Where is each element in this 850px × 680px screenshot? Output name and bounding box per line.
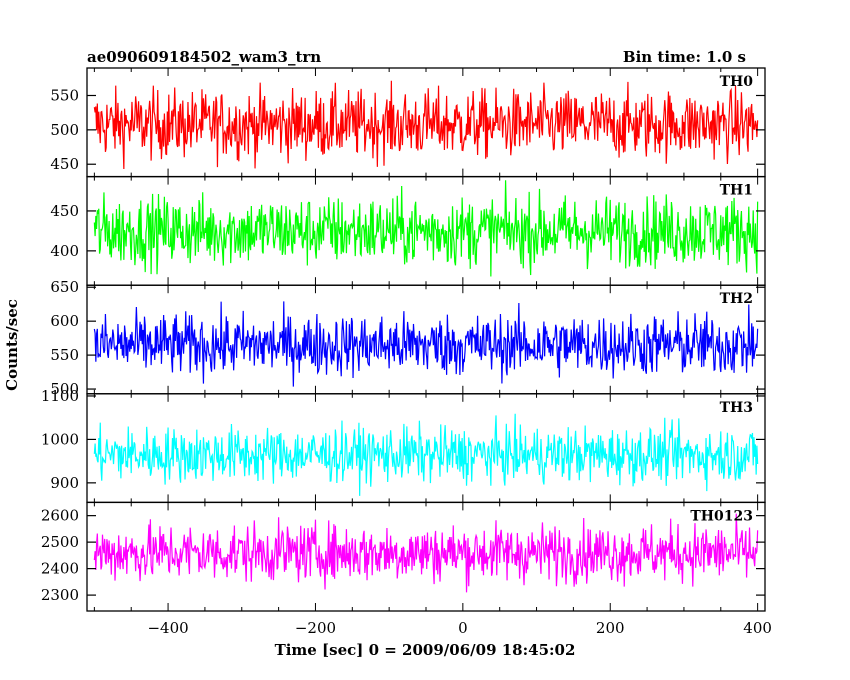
figure-title: ae090609184502_wam3_trn (87, 48, 321, 66)
series-line-th0 (93, 80, 759, 169)
panel-name-th3: TH3 (720, 400, 753, 416)
panel-name-th2: TH2 (720, 291, 753, 307)
y-tick-label: 550 (50, 346, 79, 364)
x-axis: −400 −200 0 200 400 (147, 619, 771, 637)
y-tick-label: 600 (50, 312, 79, 330)
y-tick-label: 500 (50, 380, 79, 398)
y-tick-label: 550 (50, 86, 79, 104)
y-tick-label: 2500 (41, 533, 79, 551)
y-tick-label: 1000 (41, 430, 79, 448)
panel-stack: 450 500 550 TH0 400 450 TH1 500 550 600 650 TH2 900 1… (41, 67, 766, 612)
y-tick-label: 450 (50, 202, 79, 220)
series-line-th2 (93, 301, 759, 387)
x-tick-label: 400 (743, 619, 772, 637)
y-tick-label: 1100 (41, 387, 79, 405)
panel-th0123: 2300 2400 2500 2600 TH0123 (41, 501, 766, 612)
y-tick-label: 2400 (41, 560, 79, 578)
y-tick-label: 900 (50, 474, 79, 492)
series-line-th1 (93, 180, 759, 277)
x-tick-label: 0 (458, 619, 468, 637)
x-tick-label: 200 (596, 619, 625, 637)
x-tick-label: −200 (295, 619, 336, 637)
series-line-th3 (93, 413, 759, 496)
x-axis-label: Time [sec] 0 = 2009/06/09 18:45:02 (275, 641, 576, 659)
panel-name-th0123: TH0123 (690, 508, 753, 524)
panel-th1: 400 450 TH1 (50, 175, 766, 286)
y-axis-label: Counts/sec (3, 299, 21, 391)
panel-name-th1: TH1 (720, 183, 753, 199)
y-tick-label: 2300 (41, 586, 79, 604)
panel-th0: 450 500 550 TH0 (50, 67, 766, 178)
panel-name-th0: TH0 (720, 74, 754, 90)
y-tick-label: 450 (50, 155, 79, 173)
y-tick-label: 400 (50, 242, 79, 260)
y-tick-label: 2600 (41, 507, 79, 525)
series-line-th0123 (93, 513, 759, 593)
bin-time-label: Bin time: 1.0 s (623, 48, 746, 66)
y-tick-label: 650 (50, 278, 79, 296)
x-tick-label: −400 (147, 619, 188, 637)
y-tick-label: 500 (50, 121, 79, 139)
panel-th2: 500 550 600 650 TH2 (50, 278, 766, 398)
panel-th3: 900 1000 1100 TH3 (41, 387, 766, 504)
